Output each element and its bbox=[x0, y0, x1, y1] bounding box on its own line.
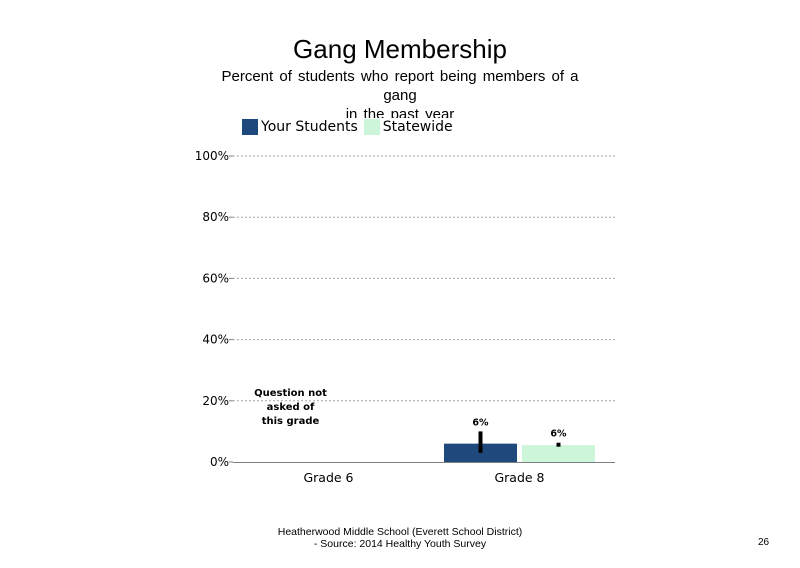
annotation-text: asked of bbox=[267, 402, 315, 413]
y-tick-label: 60% bbox=[202, 271, 229, 285]
footer-line-2: - Source: 2014 Healthy Youth Survey bbox=[313, 538, 487, 550]
footer-source: Heatherwood Middle School (Everett Schoo… bbox=[200, 526, 600, 550]
legend-item-your-students: Your Students bbox=[242, 119, 358, 135]
data-label: 6% bbox=[472, 417, 489, 428]
page-number: 26 bbox=[758, 537, 770, 548]
legend-item-statewide: Statewide bbox=[363, 119, 453, 135]
data-label: 6% bbox=[550, 429, 567, 440]
chart-title: Gang Membership bbox=[293, 34, 507, 64]
y-tick-label: 40% bbox=[202, 333, 229, 347]
x-tick-label: Grade 6 bbox=[303, 470, 353, 485]
y-tick-label: 80% bbox=[202, 210, 229, 224]
legend-swatch-your-students bbox=[242, 119, 258, 135]
chart-legend: Your Students Statewide bbox=[242, 118, 459, 136]
footer-line-1: Heatherwood Middle School (Everett Schoo… bbox=[277, 526, 523, 538]
annotation-text: this grade bbox=[262, 416, 320, 427]
subtitle-line-1: Percent of students who report being mem… bbox=[221, 68, 579, 85]
bar bbox=[522, 445, 595, 462]
y-tick-label: 100% bbox=[195, 149, 229, 163]
annotation-text: Question not bbox=[254, 388, 327, 399]
y-tick-label: 0% bbox=[210, 455, 229, 469]
subtitle-line-2: gang bbox=[383, 87, 417, 104]
legend-label-statewide: Statewide bbox=[382, 119, 453, 135]
x-tick-label: Grade 8 bbox=[494, 470, 544, 485]
legend-label-your-students: Your Students bbox=[261, 119, 358, 135]
legend-swatch-statewide bbox=[363, 119, 380, 135]
y-tick-label: 20% bbox=[202, 394, 229, 408]
